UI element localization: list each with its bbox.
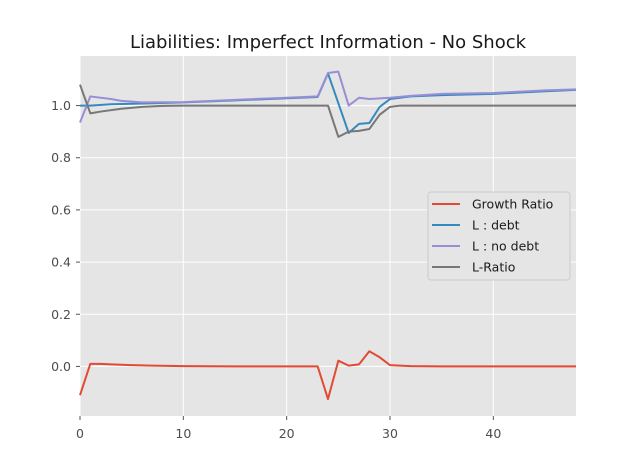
legend-label-l-debt: L : debt bbox=[472, 218, 520, 233]
y-tick-label: 0.2 bbox=[51, 307, 71, 322]
x-tick-label: 30 bbox=[382, 426, 398, 441]
x-axis: 0 10 20 30 40 bbox=[76, 416, 501, 441]
y-tick-label: 0.0 bbox=[51, 359, 71, 374]
x-tick-label: 0 bbox=[76, 426, 84, 441]
series-line-l-debt bbox=[80, 72, 577, 134]
legend-box bbox=[427, 191, 571, 281]
x-tick-label: 40 bbox=[485, 426, 501, 441]
legend-label-l-ratio: L-Ratio bbox=[472, 260, 515, 275]
series-line-growth-ratio bbox=[79, 350, 576, 401]
series-line-l-no-debt bbox=[79, 70, 577, 123]
x-tick-label: 10 bbox=[175, 426, 191, 441]
y-tick-label: 0.6 bbox=[51, 202, 71, 217]
series-lines bbox=[79, 70, 577, 401]
series-line-l-ratio bbox=[79, 84, 576, 138]
legend: Growth Ratio L : debt L : no debt L-Ratio bbox=[427, 191, 571, 281]
legend-label-l-no-debt: L : no debt bbox=[472, 239, 539, 254]
legend-label-growth-ratio: Growth Ratio bbox=[472, 197, 553, 212]
chart-title: Liabilities: Imperfect Information - No … bbox=[130, 32, 527, 53]
x-tick-label: 20 bbox=[279, 426, 295, 441]
y-tick-label: 1.0 bbox=[51, 98, 71, 113]
y-tick-label: 0.4 bbox=[51, 255, 71, 270]
y-tick-label: 0.8 bbox=[51, 150, 71, 165]
y-axis: 0.0 0.2 0.4 0.6 0.8 1.0 bbox=[51, 98, 80, 374]
